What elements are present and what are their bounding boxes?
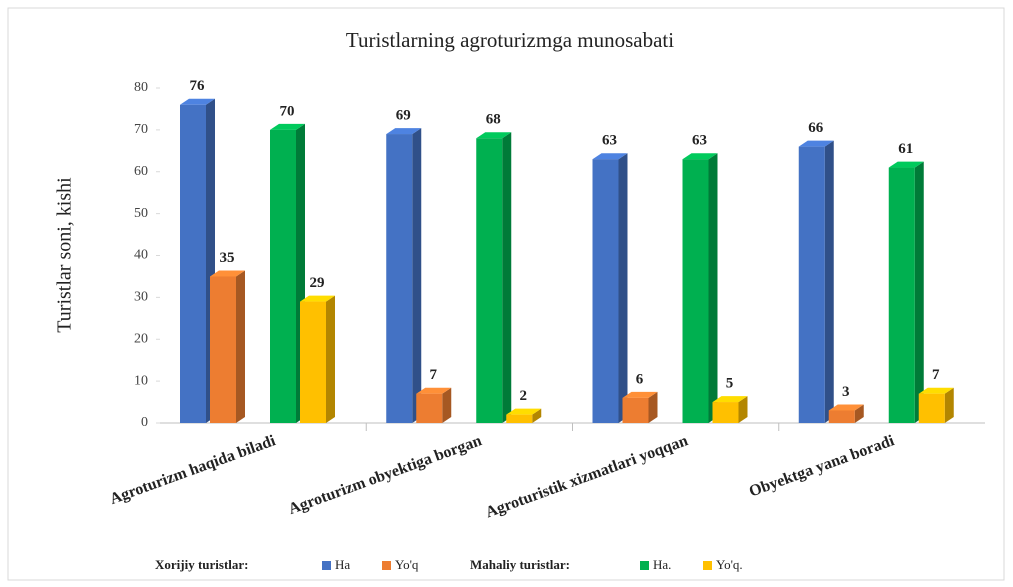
legend-group: Xorijiy turistlar: (155, 557, 249, 572)
bar-side (236, 270, 245, 423)
value-label: 70 (280, 103, 295, 119)
bar (828, 410, 855, 423)
bar-top (180, 98, 215, 105)
value-label: 7 (430, 367, 438, 383)
bar (476, 138, 503, 423)
bar-top (386, 128, 422, 135)
chart-title: Turistlarning agroturizmga munosabati (346, 28, 674, 52)
bar (888, 167, 915, 423)
bar (506, 414, 533, 423)
bar-side (914, 161, 924, 423)
bar-side (854, 404, 864, 423)
value-label: 68 (486, 112, 501, 128)
bar-top (270, 123, 305, 130)
bar-side (944, 387, 954, 423)
bar-side (648, 391, 658, 423)
bar-top (210, 270, 245, 277)
value-label: 6 (636, 371, 644, 387)
bar-top (798, 140, 834, 147)
bar-side (326, 295, 335, 423)
y-tick-label: 0 (141, 415, 148, 430)
value-label: 29 (310, 275, 325, 291)
y-tick-label: 60 (134, 164, 148, 179)
bar (918, 393, 945, 423)
legend-label: Yo'q. (716, 557, 743, 572)
bar (592, 159, 619, 423)
bar (682, 159, 709, 423)
bar-top (888, 161, 924, 168)
bar-side (502, 132, 512, 423)
bar-top (416, 387, 452, 394)
legend-swatch (382, 561, 391, 570)
y-tick-label: 10 (134, 373, 148, 388)
legend-label: Yo'q (395, 557, 419, 572)
bar-top (506, 408, 542, 415)
bar-side (412, 128, 422, 423)
y-tick-label: 70 (134, 122, 148, 137)
legend-swatch (640, 561, 649, 570)
y-tick-label: 50 (134, 206, 148, 221)
bar-side (532, 408, 542, 423)
value-label: 35 (220, 250, 235, 266)
value-label: 2 (520, 388, 528, 404)
value-label: 63 (692, 133, 707, 149)
legend-swatch (322, 561, 331, 570)
bar-top (476, 132, 512, 139)
value-label: 76 (190, 78, 206, 94)
bar (386, 134, 413, 423)
bar-side (708, 153, 718, 423)
bar-top (682, 153, 718, 160)
y-tick-label: 80 (134, 80, 148, 95)
bar-side (618, 153, 628, 423)
bar-top (592, 153, 628, 160)
bar (416, 393, 443, 423)
bar (180, 104, 206, 423)
bar-top (712, 396, 748, 403)
legend-swatch (703, 561, 712, 570)
bar-top (918, 387, 954, 394)
bar (798, 146, 825, 423)
value-label: 66 (808, 120, 824, 136)
bar (300, 301, 326, 423)
y-tick-label: 20 (134, 331, 148, 346)
bar-top (828, 404, 864, 411)
y-tick-label: 40 (134, 248, 148, 263)
bar-top (622, 391, 658, 398)
bar-side (824, 140, 834, 423)
value-label: 61 (898, 141, 913, 157)
bar-side (738, 396, 748, 423)
bar (712, 402, 739, 423)
value-label: 7 (932, 367, 940, 383)
value-label: 5 (726, 376, 734, 392)
bar (622, 397, 649, 423)
value-label: 69 (396, 108, 411, 124)
legend-label: Ha. (653, 557, 671, 572)
legend-group: Mahaliy turistlar: (470, 557, 570, 572)
legend-label: Ha (335, 557, 350, 572)
y-tick-label: 30 (134, 290, 148, 305)
bar-top (300, 295, 335, 302)
y-axis-label: Turistlar soni, kishi (54, 177, 76, 333)
value-label: 3 (842, 384, 850, 400)
value-label: 63 (602, 133, 617, 149)
bar (210, 276, 236, 423)
bar (270, 129, 296, 423)
bar-side (442, 387, 452, 423)
